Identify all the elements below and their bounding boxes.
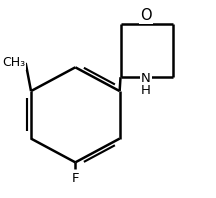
Text: O: O: [140, 8, 152, 23]
Text: CH₃: CH₃: [2, 56, 25, 69]
Text: F: F: [71, 172, 79, 185]
Text: N
H: N H: [141, 72, 151, 97]
